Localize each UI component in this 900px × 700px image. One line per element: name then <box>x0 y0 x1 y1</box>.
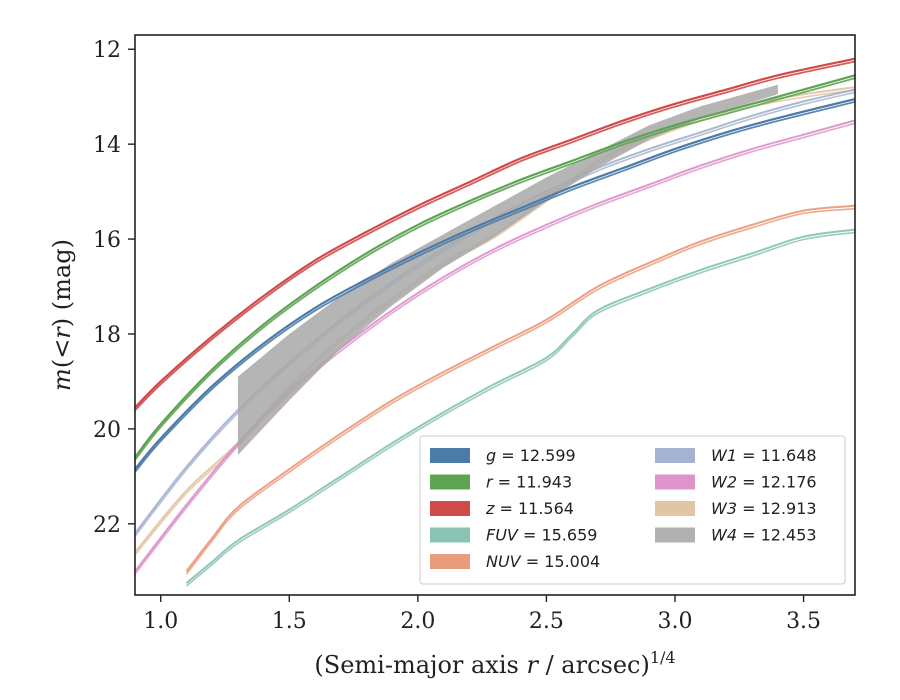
series-r-line <box>135 74 855 459</box>
series-z-line-upper <box>135 60 855 412</box>
legend-swatch-w3 <box>655 501 695 516</box>
y-tick-label: 20 <box>93 418 121 443</box>
series-z-line <box>135 57 855 409</box>
legend-swatch-w4 <box>655 527 695 543</box>
legend-value-w1: = 11.648 <box>737 446 817 465</box>
y-tick-label: 18 <box>93 323 121 348</box>
legend-value-nuv: = 15.004 <box>521 552 601 571</box>
series-g-line-upper <box>135 101 855 473</box>
series-nuv-line-upper <box>185 207 855 575</box>
legend-label-r: r = 11.943 <box>486 473 572 492</box>
legend-value-z: = 11.564 <box>494 499 574 518</box>
y-tick-label: 22 <box>93 513 121 538</box>
x-tick-label: 3.0 <box>658 609 693 634</box>
series-nuv-line <box>185 204 855 572</box>
legend: g = 12.599 r = 11.943 z = 11.564 FUV = 15.6… <box>419 435 846 585</box>
x-tick-label: 2.5 <box>529 609 564 634</box>
legend-label-w4: W4 = 12.453 <box>711 526 817 545</box>
x-tick-label: 1.5 <box>272 609 307 634</box>
legend-box <box>419 435 846 585</box>
legend-value-w3: = 12.913 <box>737 499 817 518</box>
y-tick-label: 16 <box>93 228 121 253</box>
legend-value-r: = 11.943 <box>493 473 573 492</box>
x-tick-label: 2.0 <box>400 609 435 634</box>
legend-label-w3: W3 = 12.913 <box>711 499 817 518</box>
legend-label-fuv: FUV = 15.659 <box>486 526 597 545</box>
legend-swatch-w2 <box>655 474 695 490</box>
legend-swatch-r <box>430 474 470 490</box>
series-fuv-line <box>185 228 855 584</box>
legend-label-z: z = 11.564 <box>485 499 574 518</box>
series-fuv-line-upper <box>185 231 855 587</box>
legend-swatch-w1 <box>655 448 695 463</box>
x-axis-label: (Semi-major axis r / arcsec)1/4 <box>314 648 675 679</box>
legend-label-g: g = 12.599 <box>486 446 576 465</box>
series-w4-band <box>237 84 778 456</box>
legend-value-w4: = 12.453 <box>737 526 817 545</box>
legend-value-w2: = 12.176 <box>737 473 817 492</box>
series-g-line <box>135 98 855 470</box>
y-axis-label: m(<r) (mag) <box>48 239 76 391</box>
legend-label-nuv: NUV = 15.004 <box>486 552 600 571</box>
ticks-layer: 1.0 1.5 2.0 2.5 3.0 3.5 12 14 16 18 20 22 <box>93 38 821 634</box>
legend-label-w1: W1 = 11.648 <box>711 446 817 465</box>
legend-swatch-fuv <box>430 527 470 543</box>
y-tick-label: 14 <box>93 133 121 158</box>
series-layer <box>135 57 855 587</box>
legend-label-w2: W2 = 12.176 <box>711 473 817 492</box>
x-tick-label: 1.0 <box>143 609 178 634</box>
series-r-line-upper <box>135 77 855 461</box>
legend-swatch-z <box>430 501 470 516</box>
legend-swatch-g <box>430 448 470 463</box>
plot-frame <box>134 34 856 596</box>
legend-value-g: = 12.599 <box>496 446 576 465</box>
y-tick-label: 12 <box>93 38 121 63</box>
legend-swatch-nuv <box>430 554 470 569</box>
x-tick-label: 3.5 <box>786 609 821 634</box>
legend-value-fuv: = 15.659 <box>518 526 598 545</box>
